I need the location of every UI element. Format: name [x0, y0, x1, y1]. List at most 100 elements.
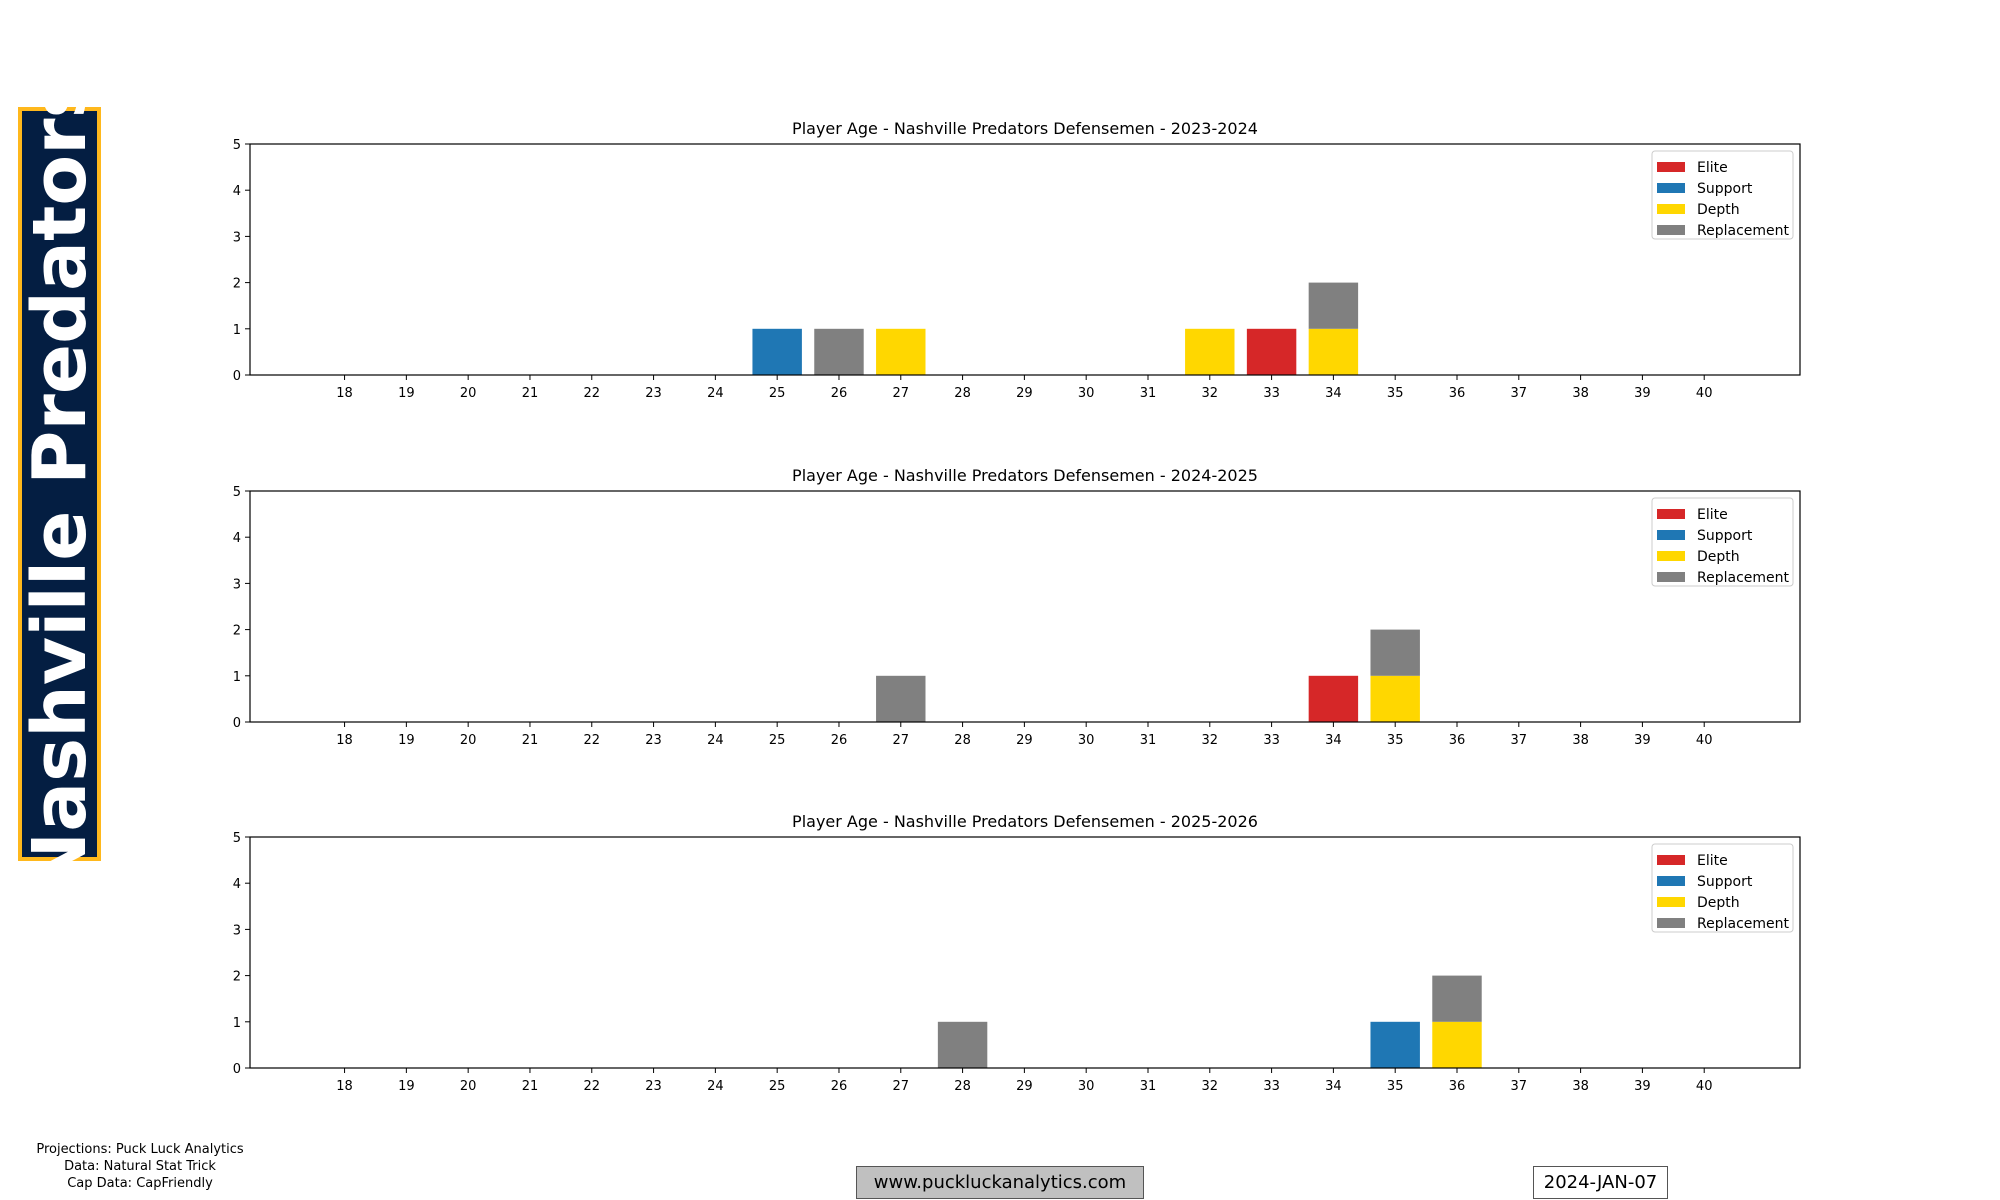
y-tick-label: 0: [233, 716, 241, 731]
bar-depth-age-32: [1185, 328, 1235, 375]
x-tick-label: 36: [1449, 733, 1466, 748]
x-tick-label: 24: [707, 1079, 724, 1094]
x-tick-label: 27: [893, 733, 910, 748]
bar-replacement-age-27: [876, 675, 926, 722]
legend-swatch-depth: [1657, 204, 1685, 214]
bar-replacement-age-35: [1370, 629, 1420, 676]
bar-depth-age-27: [876, 328, 926, 375]
x-tick-label: 22: [583, 386, 600, 401]
x-tick-label: 28: [954, 386, 971, 401]
x-tick-label: 39: [1634, 733, 1651, 748]
x-tick-label: 29: [1016, 386, 1033, 401]
y-tick-label: 4: [233, 531, 241, 546]
credit-cap-data: Cap Data: CapFriendly: [67, 1176, 213, 1191]
x-tick-label: 27: [893, 1079, 910, 1094]
x-tick-label: 40: [1696, 1079, 1713, 1094]
x-tick-label: 20: [460, 733, 477, 748]
y-tick-label: 4: [233, 877, 241, 892]
y-tick-label: 0: [233, 369, 241, 384]
bar-replacement-age-28: [937, 1021, 988, 1068]
age-chart-2024-2025: Player Age - Nashville Predators Defense…: [233, 466, 1801, 748]
x-tick-label: 33: [1263, 1079, 1280, 1094]
y-tick-label: 1: [233, 1016, 241, 1031]
credit-projections: Projections: Puck Luck Analytics: [36, 1142, 244, 1157]
credit-data: Data: Natural Stat Trick: [64, 1159, 216, 1174]
legend-swatch-replacement: [1657, 225, 1685, 235]
x-tick-label: 32: [1202, 386, 1219, 401]
x-tick-label: 23: [645, 1079, 662, 1094]
y-tick-label: 5: [233, 485, 241, 500]
y-tick-label: 1: [233, 323, 241, 338]
x-tick-label: 39: [1634, 386, 1651, 401]
bar-depth-age-35: [1370, 675, 1420, 722]
x-tick-label: 25: [769, 386, 786, 401]
x-tick-label: 39: [1634, 1079, 1651, 1094]
x-tick-label: 38: [1572, 1079, 1589, 1094]
x-tick-label: 30: [1078, 1079, 1095, 1094]
x-tick-label: 31: [1140, 1079, 1157, 1094]
x-tick-label: 31: [1140, 733, 1157, 748]
legend-swatch-elite: [1657, 509, 1685, 519]
x-tick-label: 22: [583, 1079, 600, 1094]
x-tick-label: 34: [1325, 386, 1342, 401]
y-tick-label: 0: [233, 1062, 241, 1077]
x-tick-label: 19: [398, 733, 415, 748]
x-tick-label: 35: [1387, 1079, 1404, 1094]
legend-label-elite: Elite: [1697, 507, 1728, 523]
x-tick-label: 28: [954, 1079, 971, 1094]
data-credits: Projections: Puck Luck Analytics Data: N…: [20, 1141, 260, 1192]
x-tick-label: 37: [1511, 1079, 1528, 1094]
x-tick-label: 29: [1016, 1079, 1033, 1094]
x-tick-label: 38: [1572, 386, 1589, 401]
legend-swatch-support: [1657, 876, 1685, 886]
x-tick-label: 20: [460, 386, 477, 401]
bar-depth-age-36: [1432, 1021, 1482, 1068]
age-chart-2025-2026: Player Age - Nashville Predators Defense…: [233, 812, 1801, 1094]
x-tick-label: 22: [583, 733, 600, 748]
legend-swatch-depth: [1657, 897, 1685, 907]
x-tick-label: 31: [1140, 386, 1157, 401]
legend: [1651, 497, 1794, 587]
legend-label-elite: Elite: [1697, 160, 1728, 176]
x-tick-label: 40: [1696, 733, 1713, 748]
x-tick-label: 34: [1325, 1079, 1342, 1094]
legend-label-depth: Depth: [1697, 202, 1740, 218]
legend-label-support: Support: [1697, 874, 1753, 890]
bar-support-age-35: [1370, 1021, 1420, 1068]
legend-swatch-elite: [1657, 855, 1685, 865]
x-tick-label: 26: [831, 1079, 848, 1094]
legend-swatch-replacement: [1657, 918, 1685, 928]
bar-elite-age-33: [1246, 328, 1297, 375]
bar-support-age-25: [752, 328, 802, 375]
team-banner: Nashville Predators: [17, 74, 103, 893]
legend-label-replacement: Replacement: [1697, 570, 1790, 586]
chart-title: Player Age - Nashville Predators Defense…: [792, 466, 1258, 485]
x-tick-label: 37: [1511, 733, 1528, 748]
legend-swatch-depth: [1657, 551, 1685, 561]
legend-label-depth: Depth: [1697, 895, 1740, 911]
x-tick-label: 34: [1325, 733, 1342, 748]
x-tick-label: 21: [522, 1079, 539, 1094]
legend-swatch-support: [1657, 530, 1685, 540]
date-label: 2024-JAN-07: [1533, 1166, 1668, 1199]
x-tick-label: 35: [1387, 386, 1404, 401]
x-tick-label: 23: [645, 733, 662, 748]
x-tick-label: 30: [1078, 733, 1095, 748]
bar-replacement-age-36: [1432, 975, 1482, 1022]
x-tick-label: 19: [398, 386, 415, 401]
bar-replacement-age-34: [1308, 282, 1359, 329]
x-tick-label: 29: [1016, 733, 1033, 748]
x-tick-label: 26: [831, 386, 848, 401]
x-tick-label: 18: [336, 733, 353, 748]
plot-frame: [249, 836, 1801, 1069]
age-chart-2023-2024: Player Age - Nashville Predators Defense…: [233, 119, 1801, 401]
legend: [1651, 150, 1794, 240]
x-tick-label: 37: [1511, 386, 1528, 401]
x-tick-label: 21: [522, 386, 539, 401]
x-tick-label: 36: [1449, 1079, 1466, 1094]
y-tick-label: 3: [233, 577, 241, 592]
x-tick-label: 26: [831, 733, 848, 748]
plot-frame: [249, 490, 1801, 723]
x-tick-label: 32: [1202, 1079, 1219, 1094]
y-tick-label: 2: [233, 277, 241, 292]
